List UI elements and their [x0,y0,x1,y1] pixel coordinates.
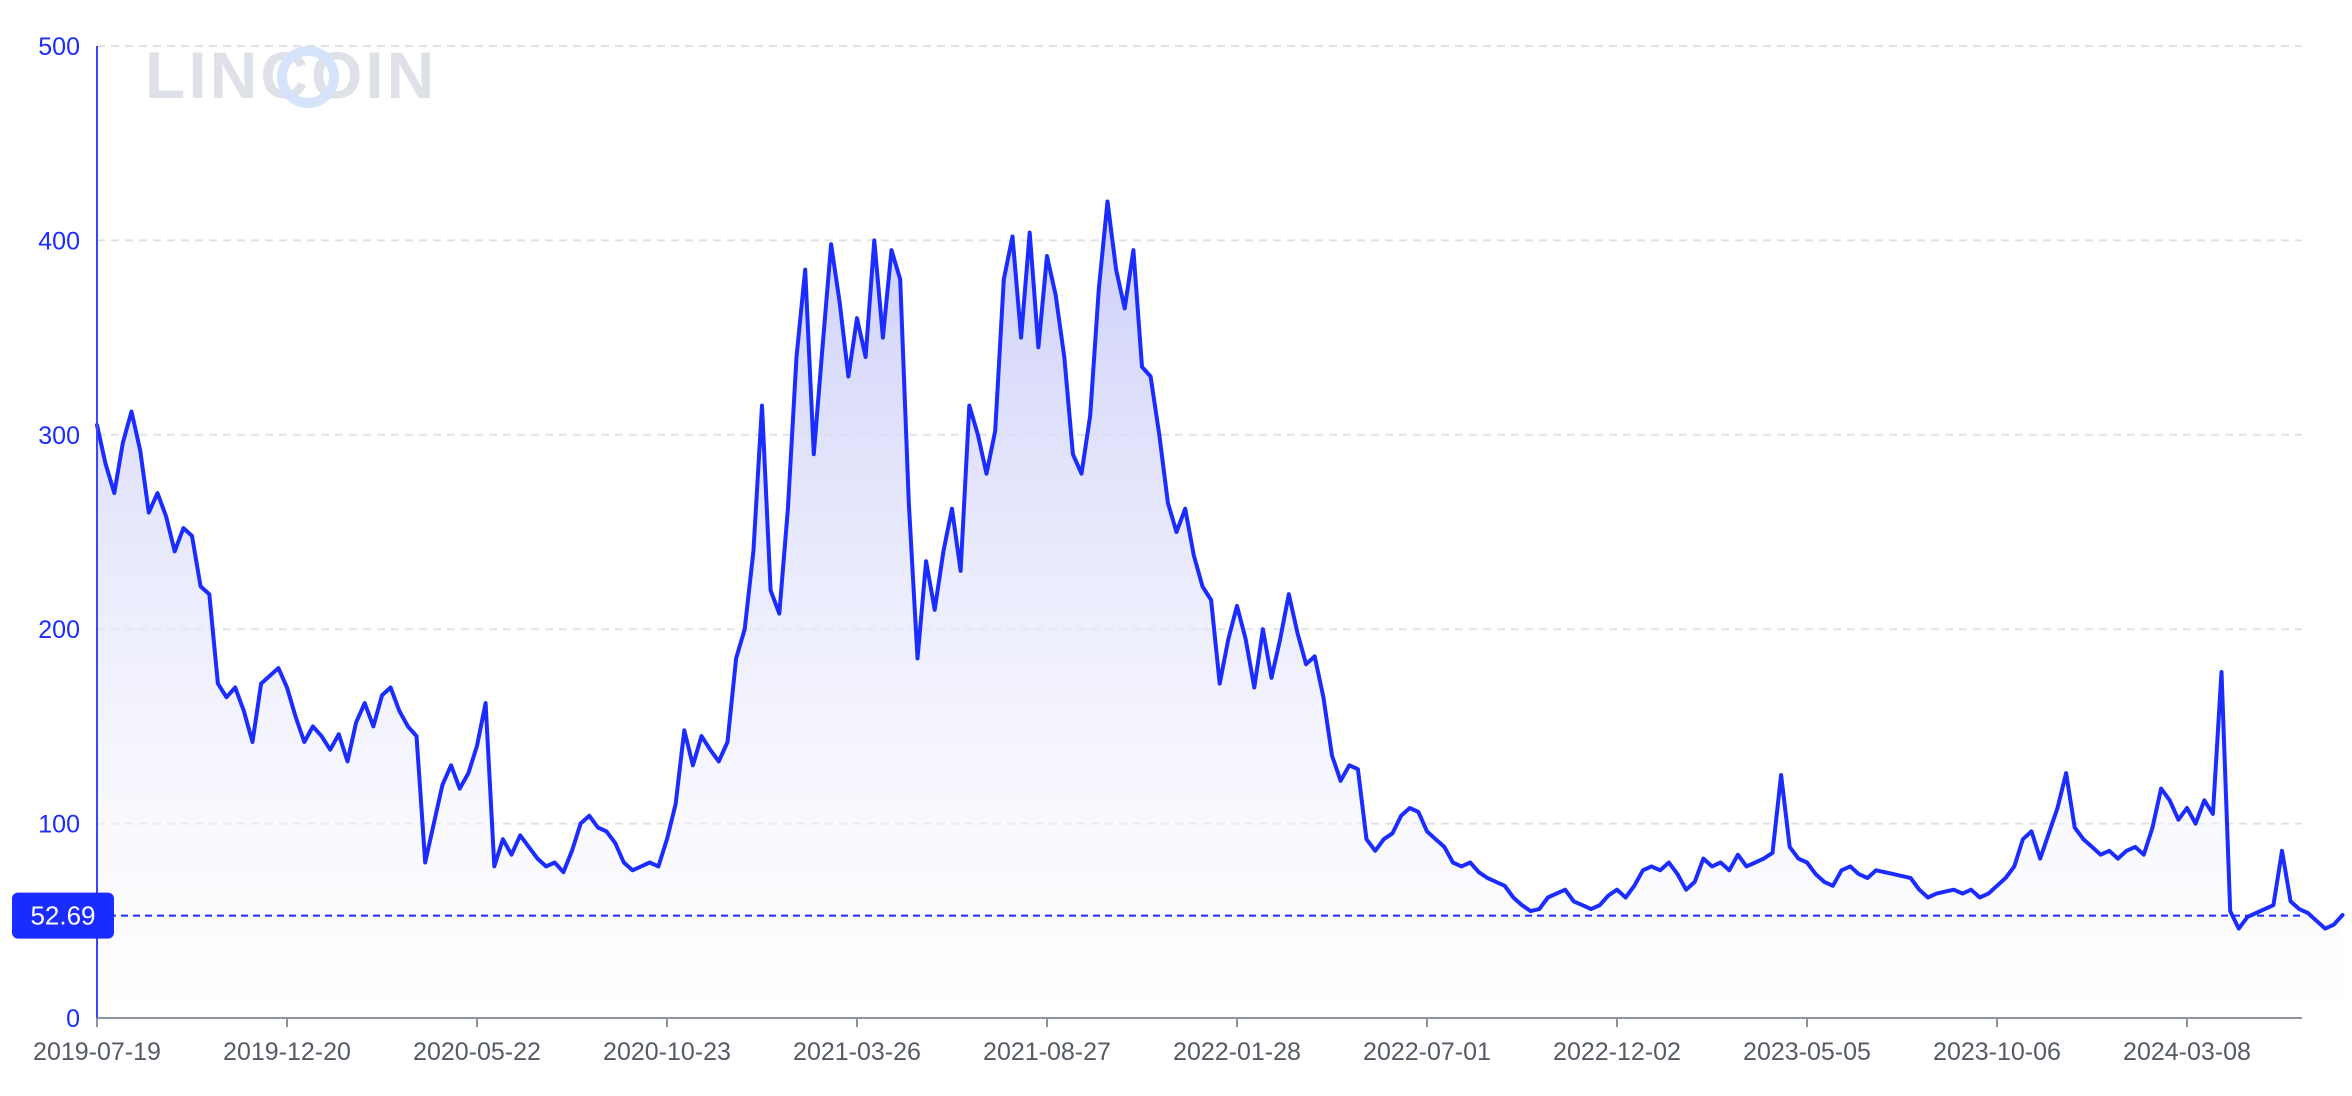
x-tick-label: 2020-10-23 [603,1038,731,1066]
x-tick-label: 2022-01-28 [1173,1038,1301,1066]
x-tick-label: 2022-07-01 [1363,1038,1491,1066]
x-tick-label: 2021-08-27 [983,1038,1111,1066]
x-tick-label: 2021-03-26 [793,1038,921,1066]
price-area [97,201,2343,1018]
x-tick-label: 2023-10-06 [1933,1038,2061,1066]
y-tick-label: 200 [38,616,80,644]
x-tick-label: 2023-05-05 [1743,1038,1871,1066]
y-tick-labels: 0 100 200 300 400 500 [38,33,80,1033]
y-tick-label: 0 [66,1005,80,1033]
x-tick-label: 2022-12-02 [1553,1038,1681,1066]
x-tick-labels: 2019-07-19 2019-12-20 2020-05-22 2020-10-23… [33,1018,2251,1066]
price-line [95,199,2345,931]
y-tick-label: 400 [38,227,80,255]
current-price-marker: 52.69 [12,892,2302,939]
current-price-badge [12,892,114,939]
y-tick-label: 100 [38,811,80,839]
watermark-logo: LINCOIN [145,38,434,112]
y-tick-label: 300 [38,422,80,450]
axes [96,46,2302,1019]
x-tick-label: 2024-03-08 [2123,1038,2251,1066]
current-price-label: 52.69 [30,901,95,931]
x-tick-label: 2020-05-22 [413,1038,541,1066]
watermark-ring [277,46,339,108]
y-tick-label: 500 [38,33,80,61]
x-tick-label: 2019-07-19 [33,1038,161,1066]
x-tick-label: 2019-12-20 [223,1038,351,1066]
